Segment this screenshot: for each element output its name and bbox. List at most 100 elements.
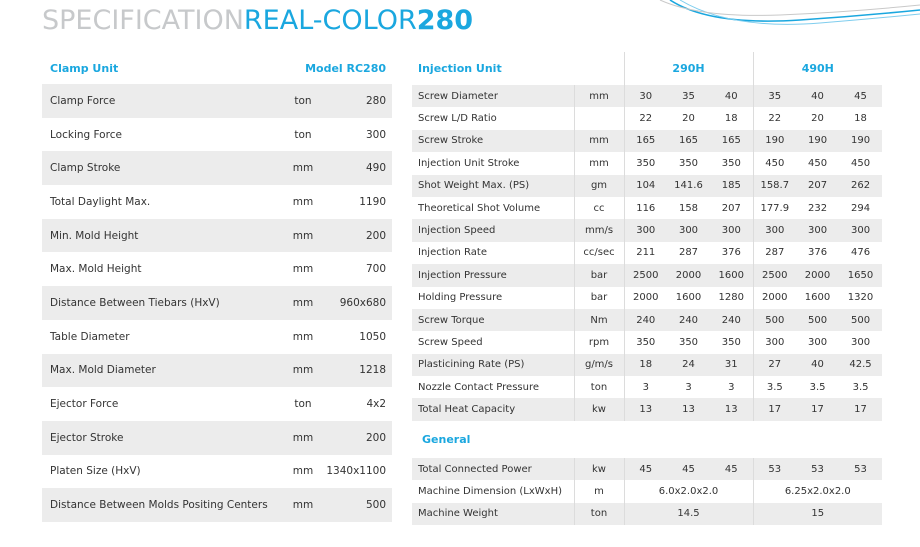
spec-value: 4x2 [366, 398, 387, 411]
spec-name: Ejector Force [50, 398, 119, 411]
spec-value: 280 [326, 84, 393, 118]
spec-row: Screw Speed rpm 350 350 350 300 300 300 [412, 331, 882, 354]
spec-name: Platen Size (HxV) [50, 465, 141, 478]
spec-value: 240 [623, 308, 667, 332]
model-heading: Model RC280 [305, 61, 387, 75]
spec-name: Screw Speed [418, 336, 483, 348]
spec-value: 350 [678, 336, 699, 348]
spec-unit: gm [573, 174, 624, 197]
spec-unit: bar [573, 264, 624, 287]
spec-name: Holding Pressure [418, 292, 503, 304]
spec-name: Total Connected Power [412, 457, 574, 481]
spec-unit: mm [292, 465, 314, 478]
spec-row: Distance Between Tiebars (HxV) mm 960x680 [42, 286, 393, 320]
injection-unit-table: Injection Unit 290H 490H Screw Diameter m… [412, 52, 883, 526]
spec-row: Injection Rate cc/sec 211 287 376 287 376 476 [412, 241, 882, 265]
spec-value: 190 [796, 129, 840, 153]
spec-row: Nozzle Contact Pressure ton 3 3 3 3.5 3.5 3.5 [412, 376, 882, 399]
title-model-number: 280 [416, 5, 474, 36]
spec-value: 40 [710, 85, 754, 108]
spec-unit: mm [573, 152, 624, 175]
spec-value: 18 [854, 113, 867, 125]
spec-unit: bar [573, 286, 624, 309]
spec-name: Machine Weight [412, 502, 574, 526]
spec-value: 200 [326, 420, 393, 455]
spec-value: 300 [850, 336, 871, 348]
spec-unit: mm [292, 195, 314, 208]
spec-unit: mm [573, 129, 624, 153]
spec-name: Total Heat Capacity [412, 398, 574, 421]
spec-row: Total Heat Capacity kw 13 13 13 17 17 17 [412, 398, 883, 421]
spec-unit: kw [573, 457, 624, 481]
clamp-unit-heading: Clamp Unit [50, 61, 119, 75]
spec-value: 53 [796, 457, 840, 481]
spec-value: 17 [752, 398, 797, 421]
spec-value: 165 [623, 129, 667, 153]
spec-name: Table Diameter [50, 330, 130, 343]
spec-value: 500 [326, 488, 393, 522]
spec-row: Max. Mold Diameter mm 1218 [42, 353, 393, 388]
spec-value: 300 [710, 219, 754, 242]
spec-row: Ejector Force ton 4x2 [42, 387, 392, 421]
spec-value: 13 [623, 398, 667, 421]
spec-value: 207 [796, 174, 840, 197]
spec-value: 2500 [623, 264, 667, 287]
title-specification: SPECIFICATION [42, 5, 244, 36]
spec-name: Machine Dimension (LxWxH) [418, 485, 562, 497]
spec-value: 20 [682, 113, 695, 125]
spec-value: 350 [721, 336, 741, 348]
spec-value: 1050 [359, 330, 387, 343]
spec-value: 211 [623, 241, 667, 265]
spec-value: 2500 [752, 264, 797, 287]
spec-value: 1218 [326, 353, 393, 388]
spec-value: 18 [623, 353, 667, 377]
spec-name: Distance Between Molds Positing Centers [42, 488, 280, 522]
spec-value: 500 [752, 308, 797, 332]
spec-unit: Nm [573, 308, 624, 332]
spec-row: Screw L/D Ratio 22 20 18 22 20 18 [412, 107, 882, 130]
spec-value: 14.5 [623, 502, 754, 526]
spec-name: Distance Between Tiebars (HxV) [42, 286, 280, 320]
spec-name: Injection Pressure [412, 264, 574, 287]
spec-value: 190 [839, 129, 883, 153]
group-290h-heading: 290H [623, 52, 754, 85]
spec-value: 1650 [839, 264, 883, 287]
spec-value: 300 [752, 331, 797, 354]
spec-value: 3 [623, 376, 667, 399]
spec-value: 350 [678, 157, 699, 169]
spec-value: 31 [710, 353, 754, 377]
spec-row: Locking Force ton 300 [42, 118, 392, 152]
spec-unit: mm [280, 420, 326, 455]
spec-value: 1600 [804, 292, 831, 304]
spec-value: 300 [796, 219, 840, 242]
spec-row: Platen Size (HxV) mm 1340x1100 [42, 455, 392, 489]
spec-value: 20 [811, 113, 824, 125]
spec-unit: cc [573, 196, 624, 220]
spec-value: 45 [623, 457, 667, 481]
spec-value: 232 [807, 202, 828, 214]
spec-unit: mm [292, 330, 314, 343]
spec-value: 3.5 [852, 381, 869, 393]
spec-value: 3 [685, 381, 692, 393]
spec-value: 450 [807, 157, 828, 169]
spec-name: Screw Stroke [412, 129, 574, 153]
spec-value: 17 [839, 398, 883, 421]
spec-value: 18 [724, 113, 738, 125]
spec-value: 165 [667, 129, 710, 153]
spec-value: 476 [850, 247, 871, 259]
spec-value: 3 [728, 381, 735, 393]
spec-unit: mm [292, 263, 314, 276]
spec-name: Clamp Stroke [42, 151, 280, 186]
spec-value: 1280 [718, 292, 744, 304]
spec-unit: mm [573, 85, 624, 108]
spec-value: 13 [667, 398, 710, 421]
spec-value: 294 [850, 202, 871, 214]
spec-value: 960x680 [326, 286, 393, 320]
spec-row: Ejector Stroke mm 200 [42, 420, 393, 455]
spec-value: 141.6 [667, 174, 710, 197]
spec-value: 158.7 [752, 174, 797, 197]
spec-row: Total Connected Power kw 45 45 45 53 53 … [412, 457, 883, 481]
spec-row: Shot Weight Max. (PS) gm 104 141.6 185 158.7 2… [412, 174, 883, 197]
spec-value: 53 [839, 457, 883, 481]
spec-value: 376 [721, 247, 741, 259]
